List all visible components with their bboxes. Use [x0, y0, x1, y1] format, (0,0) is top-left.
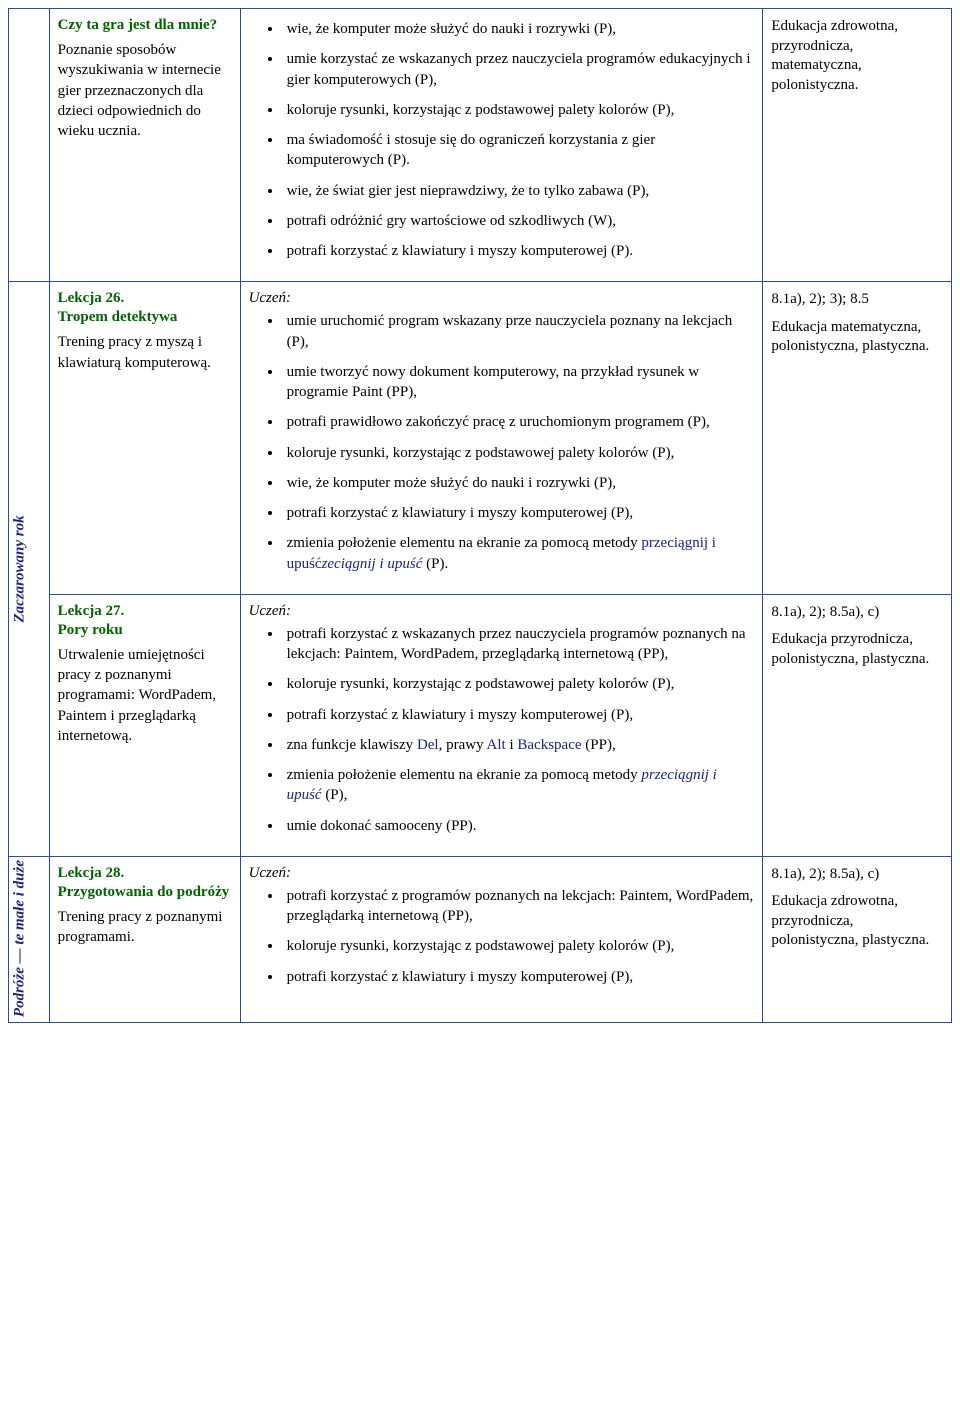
edu-text: Edukacja matematyczna, polonistyczna, pl… — [771, 318, 943, 357]
list-item: wie, że świat gier jest nieprawdziwy, że… — [283, 181, 755, 201]
list-item: wie, że komputer może służyć do nauki i … — [283, 19, 755, 39]
lesson-number: Lekcja 26. — [58, 290, 232, 307]
list-item: zmienia położenie elementu na ekranie za… — [283, 765, 755, 806]
lesson-desc: Trening pracy z poznanymi programami. — [58, 907, 232, 948]
outcomes-cell: Uczeń: umie uruchomić program wskazany p… — [240, 282, 763, 595]
list-item: wie, że komputer może służyć do nauki i … — [283, 473, 755, 493]
bullet-pre: zmienia położenie elementu na ekranie za… — [287, 767, 642, 783]
list-item: potrafi korzystać z klawiatury i myszy k… — [283, 241, 755, 261]
list-item: koloruje rysunki, korzystając z podstawo… — [283, 674, 755, 694]
bullet-pre: zna funkcje klawiszy — [287, 737, 417, 753]
intro-label: Uczeń: — [249, 603, 755, 620]
bullet-mid: , prawy — [439, 737, 487, 753]
lesson-title: Przygotowania do podróży — [58, 884, 232, 901]
list-item: potrafi odróżnić gry wartościowe od szko… — [283, 211, 755, 231]
term-italic: zeciągnij i upuść — [322, 556, 423, 572]
table-row: Lekcja 27. Pory roku Utrwalenie umiejętn… — [9, 594, 952, 856]
bullet-pre: zmienia położenie elementu na ekranie za… — [287, 535, 642, 551]
lesson-desc: Trening pracy z myszą i klawiaturą kompu… — [58, 332, 232, 373]
list-item: umie tworzyć nowy dokument komputerowy, … — [283, 362, 755, 403]
list-item: koloruje rysunki, korzystając z podstawo… — [283, 443, 755, 463]
lesson-desc: Utrwalenie umiejętności pracy z poznanym… — [58, 645, 232, 746]
bullet-mid: i — [506, 737, 518, 753]
lesson-title: Czy ta gra jest dla mnie? — [58, 17, 232, 34]
intro-label: Uczeń: — [249, 290, 755, 307]
table-row: Podróże — te małe i duże Lekcja 28. Przy… — [9, 856, 952, 1022]
list-item: koloruje rysunki, korzystając z podstawo… — [283, 936, 755, 956]
list-item: potrafi prawidłowo zakończyć pracę z uru… — [283, 412, 755, 432]
bullet-post: (P). — [422, 556, 448, 572]
list-item: umie uruchomić program wskazany prze nau… — [283, 311, 755, 352]
list-item: potrafi korzystać z wskazanych przez nau… — [283, 624, 755, 665]
list-item: umie dokonać samooceny (PP). — [283, 816, 755, 836]
ref-codes: 8.1a), 2); 3); 8.5 — [771, 290, 943, 310]
edu-text: Edukacja przyrodnicza, polonistyczna, pl… — [771, 630, 943, 669]
curriculum-table: Czy ta gra jest dla mnie? Poznanie sposo… — [8, 8, 952, 1023]
lesson-title: Pory roku — [58, 622, 232, 639]
bullet-post: (P), — [322, 787, 348, 803]
list-item: ma świadomość i stosuje się do ogranicze… — [283, 130, 755, 171]
bullet-list: potrafi korzystać z programów poznanych … — [249, 886, 755, 987]
edu-text: Edukacja zdrowotna, przyrodnicza, poloni… — [771, 892, 943, 951]
lesson-title: Tropem detektywa — [58, 309, 232, 326]
lesson-number: Lekcja 28. — [58, 865, 232, 882]
section-label: Podróże — te małe i duże — [9, 856, 50, 1022]
list-item: potrafi korzystać z klawiatury i myszy k… — [283, 967, 755, 987]
section-label-empty — [9, 9, 50, 282]
outcomes-cell: Uczeń: potrafi korzystać z wskazanych pr… — [240, 594, 763, 856]
term-del: Del — [417, 737, 439, 753]
term-backspace: Backspace — [517, 737, 581, 753]
list-item: zna funkcje klawiszy Del, prawy Alt i Ba… — [283, 735, 755, 755]
list-item: umie korzystać ze wskazanych przez naucz… — [283, 49, 755, 90]
outcomes-cell: wie, że komputer może służyć do nauki i … — [240, 9, 763, 282]
intro-label: Uczeń: — [249, 865, 755, 882]
bullet-list: potrafi korzystać z wskazanych przez nau… — [249, 624, 755, 836]
lesson-cell: Lekcja 27. Pory roku Utrwalenie umiejętn… — [49, 594, 240, 856]
lesson-desc: Poznanie sposobów wyszukiwania w interne… — [58, 40, 232, 141]
list-item: potrafi korzystać z programów poznanych … — [283, 886, 755, 927]
ref-codes: 8.1a), 2); 8.5a), c) — [771, 865, 943, 885]
refs-cell: 8.1a), 2); 8.5a), c) Edukacja przyrodnic… — [763, 594, 952, 856]
term-alt: Alt — [487, 737, 506, 753]
refs-cell: Edukacja zdrowotna, przyrodnicza, matema… — [763, 9, 952, 282]
refs-cell: 8.1a), 2); 8.5a), c) Edukacja zdrowotna,… — [763, 856, 952, 1022]
lesson-number: Lekcja 27. — [58, 603, 232, 620]
bullet-list: wie, że komputer może służyć do nauki i … — [249, 19, 755, 261]
list-item: zmienia położenie elementu na ekranie za… — [283, 533, 755, 574]
ref-codes: 8.1a), 2); 8.5a), c) — [771, 603, 943, 623]
lesson-cell: Lekcja 28. Przygotowania do podróży Tren… — [49, 856, 240, 1022]
section-label: Zaczarowany rok — [9, 282, 50, 857]
bullet-list: umie uruchomić program wskazany prze nau… — [249, 311, 755, 574]
list-item: potrafi korzystać z klawiatury i myszy k… — [283, 705, 755, 725]
lesson-cell: Lekcja 26. Tropem detektywa Trening prac… — [49, 282, 240, 595]
edu-text: Edukacja zdrowotna, przyrodnicza, matema… — [771, 17, 943, 95]
bullet-post: (PP), — [582, 737, 616, 753]
table-row: Zaczarowany rok Lekcja 26. Tropem detekt… — [9, 282, 952, 595]
outcomes-cell: Uczeń: potrafi korzystać z programów poz… — [240, 856, 763, 1022]
table-row: Czy ta gra jest dla mnie? Poznanie sposo… — [9, 9, 952, 282]
refs-cell: 8.1a), 2); 3); 8.5 Edukacja matematyczna… — [763, 282, 952, 595]
list-item: potrafi korzystać z klawiatury i myszy k… — [283, 503, 755, 523]
list-item: koloruje rysunki, korzystając z podstawo… — [283, 100, 755, 120]
lesson-cell: Czy ta gra jest dla mnie? Poznanie sposo… — [49, 9, 240, 282]
